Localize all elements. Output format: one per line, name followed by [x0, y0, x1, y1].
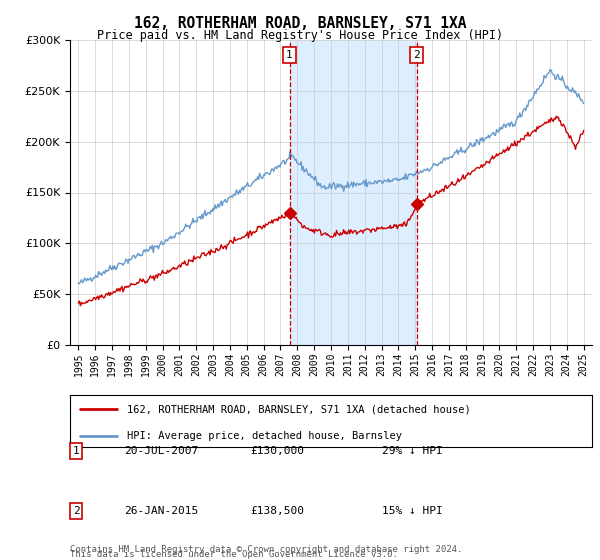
- Text: 1: 1: [73, 446, 79, 456]
- Text: 20-JUL-2007: 20-JUL-2007: [124, 446, 198, 456]
- Text: Price paid vs. HM Land Registry's House Price Index (HPI): Price paid vs. HM Land Registry's House …: [97, 29, 503, 42]
- Text: HPI: Average price, detached house, Barnsley: HPI: Average price, detached house, Barn…: [127, 431, 403, 441]
- Text: 26-JAN-2015: 26-JAN-2015: [124, 506, 198, 516]
- Text: 162, ROTHERHAM ROAD, BARNSLEY, S71 1XA: 162, ROTHERHAM ROAD, BARNSLEY, S71 1XA: [134, 16, 466, 31]
- Text: Contains HM Land Registry data © Crown copyright and database right 2024.: Contains HM Land Registry data © Crown c…: [70, 545, 463, 554]
- Text: £138,500: £138,500: [250, 506, 304, 516]
- Text: 2: 2: [413, 50, 420, 60]
- Text: 2: 2: [73, 506, 79, 516]
- Text: 15% ↓ HPI: 15% ↓ HPI: [382, 506, 443, 516]
- Text: 29% ↓ HPI: 29% ↓ HPI: [382, 446, 443, 456]
- Text: £130,000: £130,000: [250, 446, 304, 456]
- Text: 1: 1: [286, 50, 293, 60]
- Bar: [290, 40, 416, 345]
- Text: This data is licensed under the Open Government Licence v3.0.: This data is licensed under the Open Gov…: [70, 550, 398, 559]
- Text: 162, ROTHERHAM ROAD, BARNSLEY, S71 1XA (detached house): 162, ROTHERHAM ROAD, BARNSLEY, S71 1XA (…: [127, 404, 471, 414]
